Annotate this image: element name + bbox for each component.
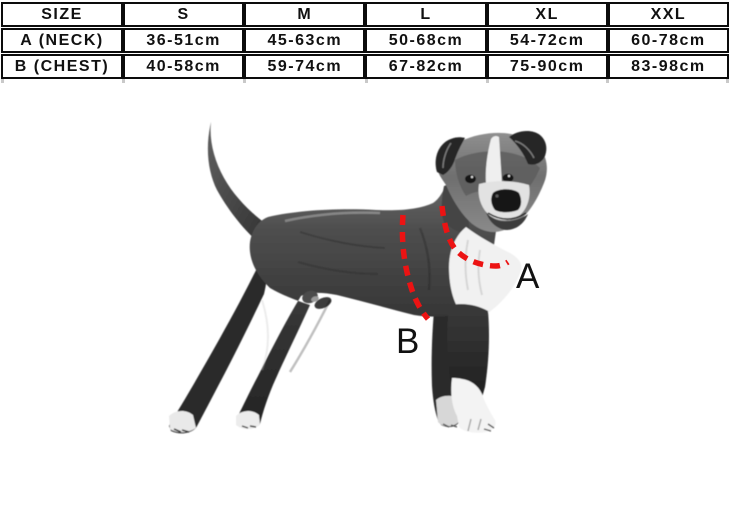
chest-label: B [396,322,419,361]
neck-label: A [516,257,540,296]
dog-far-rear-leg [169,261,268,434]
dog-chest-patch [449,227,522,319]
dog-eye-left-glint [470,175,474,179]
size-chart-table: SIZE S M L XL XXL A (NECK) 36-51cm 45-63… [1,1,729,80]
table-shadow-tick [122,79,125,83]
header-s: S [123,2,245,27]
cell-chest-s: 40-58cm [123,54,245,79]
cell-chest-m: 59-74cm [244,54,366,79]
dog-ear-left-fold [442,142,452,169]
dog-ear-right-fold [514,140,535,159]
cell-neck-xl: 54-72cm [486,28,608,53]
neck-row: A (NECK) 36-51cm 45-63cm 50-68cm 54-72cm… [1,28,729,53]
table-shadow-tick [243,79,246,83]
dog-near-rear-claws [241,425,257,429]
cell-chest-xxl: 83-98cm [607,54,729,79]
chest-row-label: B (CHEST) [1,54,123,79]
dog-near-rear-toes [236,410,260,430]
cell-neck-l: 50-68cm [365,28,487,53]
dog-mouth [486,212,528,230]
cell-chest-l: 67-82cm [365,54,487,79]
cell-neck-s: 36-51cm [123,28,245,53]
dog-eye-left [465,174,476,184]
dog-eye-right-glint [507,174,511,178]
neck-measure-line [439,205,510,269]
dog-eye-right [502,173,514,183]
table-shadow-tick [726,79,729,83]
dog-nose-highlight [495,194,499,198]
cell-neck-xxl: 60-78cm [607,28,729,53]
neck-row-label: A (NECK) [1,28,123,53]
chest-measure-line [399,214,431,321]
dog-nose [491,189,522,213]
dog-blaze [485,135,502,184]
cell-neck-m: 45-63cm [244,28,366,53]
size-chart-header-row: SIZE S M L XL XXL [1,2,729,27]
table-shadow-tick [606,79,609,83]
header-xxl: XXL [607,2,729,27]
cell-chest-xl: 75-90cm [486,54,608,79]
chest-row: B (CHEST) 40-58cm 59-74cm 67-82cm 75-90c… [1,54,729,79]
header-l: L [365,2,487,27]
dog-illustration [169,122,547,434]
table-shadow-tick [365,79,368,83]
dog-head [435,131,547,232]
header-xl: XL [486,2,608,27]
table-shadow-tick [1,79,4,83]
dog-mouth-line [487,212,527,220]
header-size: SIZE [1,2,123,27]
header-m: M [244,2,366,27]
dog-fur-texture [261,211,431,373]
dog-near-front-leg [447,303,496,433]
table-shadow-tick [486,79,489,83]
dog-body [236,141,505,429]
